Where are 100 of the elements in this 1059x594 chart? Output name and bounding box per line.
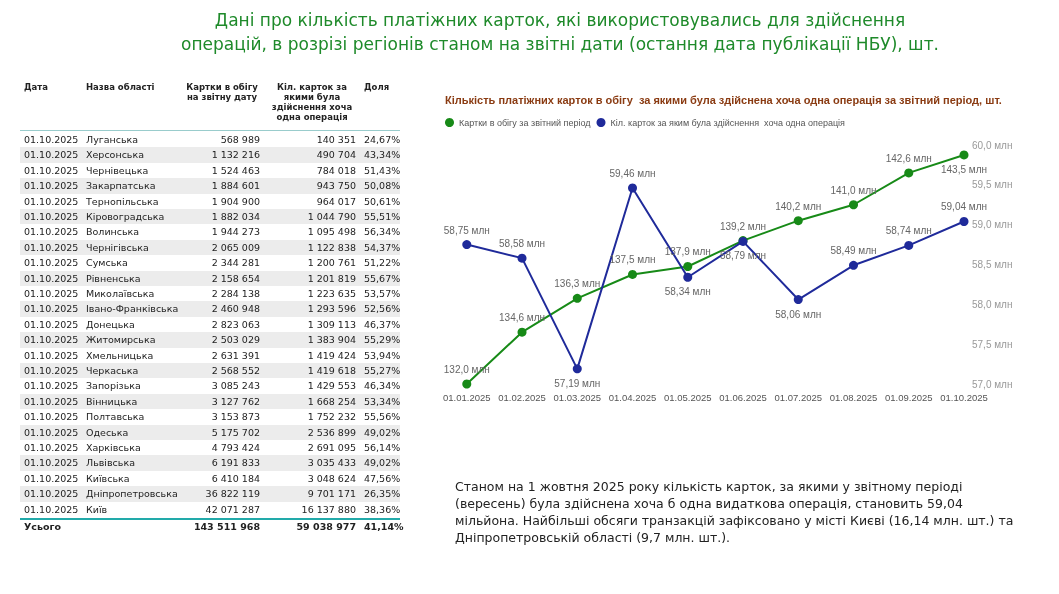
data-label: 2 536 899: [306, 426, 356, 438]
data-label: 49,02%: [364, 426, 401, 438]
category-label: Усього: [24, 521, 62, 532]
data-label: 01.10.2025: [24, 365, 79, 376]
data-label: 1 122 838: [306, 241, 356, 253]
data-label: 1 419 618: [306, 365, 356, 376]
data-label: 53,57%: [364, 288, 401, 299]
data-label: 943 750: [315, 180, 356, 192]
category-label: Рівненська: [86, 272, 142, 284]
data-label: 01.10.2025: [24, 488, 79, 500]
data-label: 1 044 790: [306, 211, 356, 222]
data-label: 01.10.2025: [24, 380, 79, 392]
data-label: 56,14%: [364, 442, 401, 453]
category-label: Сумська: [86, 257, 129, 269]
y2-tick-label: 59,5 млн: [972, 179, 1013, 191]
data-label: 57,19 млн: [554, 377, 601, 389]
data-label: 26,35%: [364, 488, 401, 500]
data-label: 59,46 млн: [609, 168, 656, 180]
data-label: 1 200 761: [306, 257, 356, 269]
chart-title: Кількість платіжних карток в обігу за якими була здійснена хоча одна операція за звітний період, шт.: [445, 93, 1002, 106]
data-label: 2 284 138: [210, 288, 260, 299]
data-label: 36 822 119: [204, 488, 260, 500]
category-label: Чернігівська: [86, 241, 150, 253]
data-label: 01.10.2025: [24, 457, 79, 469]
data-label: 490 704: [315, 149, 356, 161]
data-label: 58,49 млн: [830, 245, 877, 257]
data-label: 01.10.2025: [24, 226, 79, 238]
point: [904, 240, 914, 250]
data-label: 142,6 млн: [885, 152, 932, 164]
text: Кіл. карток за якими була здійснення хоча одна операція: [270, 82, 354, 122]
data-label: 2 460 948: [210, 303, 260, 315]
data-label: 55,29%: [364, 334, 401, 346]
data-label: 9 701 171: [306, 488, 356, 500]
data-label: 54,37%: [364, 241, 401, 253]
y2-tick-label: 60,0 млн: [972, 139, 1013, 151]
data-label: 1 524 463: [210, 164, 260, 176]
data-label: 4 793 424: [210, 442, 260, 453]
data-label: 1 944 273: [210, 226, 260, 238]
data-label: 01.10.2025: [24, 288, 79, 299]
data-label: 1 383 904: [306, 334, 356, 346]
data-label: 52,56%: [364, 303, 401, 315]
data-label: 01.10.2025: [24, 149, 79, 161]
category-label: Херсонська: [86, 149, 145, 161]
x-tick-label: 01.10.2025: [940, 391, 988, 403]
data-label: 6 191 833: [210, 457, 260, 469]
data-label: 01.10.2025: [24, 272, 79, 284]
data-label: 01.10.2025: [24, 180, 79, 192]
x-tick-label: 01.05.2025: [663, 391, 712, 403]
data-label: 50,61%: [364, 195, 401, 207]
text: Назва області: [86, 82, 156, 92]
category-label: Житомирська: [86, 334, 157, 346]
data-label: 6 410 184: [210, 472, 260, 484]
data-label: 55,56%: [364, 411, 401, 423]
data-label: 2 158 654: [210, 272, 260, 284]
data-label: 51,43%: [364, 164, 401, 176]
point: [517, 253, 527, 263]
data-label: 47,56%: [364, 472, 401, 484]
data-label: 1 201 819: [306, 272, 356, 284]
data-label: 140 351: [315, 134, 356, 145]
data-label: 51,22%: [364, 257, 401, 269]
category-label: Миколаївська: [86, 288, 156, 299]
text: Картки в обігу на звітну дату: [185, 82, 259, 102]
category-label: Львівська: [86, 457, 136, 469]
data-label: 41,14%: [364, 521, 404, 532]
data-label: 55,27%: [364, 365, 401, 376]
data-label: 01.10.2025: [24, 349, 79, 361]
data-label: 24,67%: [364, 134, 401, 145]
x-tick-label: 01.02.2025: [498, 391, 546, 403]
data-label: 01.10.2025: [24, 334, 79, 346]
y2-tick-label: 59,0 млн: [972, 219, 1013, 231]
x-tick-label: 01.03.2025: [553, 391, 602, 403]
data-label: 3 035 433: [306, 457, 356, 469]
data-label: 53,94%: [364, 349, 401, 361]
data-label: 784 018: [315, 164, 356, 176]
data-label: 53,34%: [364, 395, 401, 407]
data-label: 143 511 968: [192, 521, 260, 532]
category-label: Закарпатська: [86, 180, 157, 192]
data-label: 964 017: [315, 195, 356, 207]
point: [517, 327, 527, 337]
data-label: 58,34 млн: [664, 286, 711, 298]
category-label: Київ: [86, 503, 109, 515]
point: [793, 295, 803, 305]
data-label: 141,0 млн: [830, 184, 877, 196]
data-label: 01.10.2025: [24, 442, 79, 453]
category-label: Вінницька: [86, 395, 139, 407]
data-label: 568 989: [219, 134, 260, 145]
data-label: 58,06 млн: [775, 308, 822, 320]
x-tick-label: 01.04.2025: [608, 391, 657, 403]
category-label: Тернопільська: [86, 195, 160, 207]
data-label: 5 175 702: [210, 426, 260, 438]
data-label: 58,58 млн: [499, 238, 546, 250]
data-label: 1 309 113: [306, 318, 356, 330]
category-label: Донецька: [86, 318, 136, 330]
data-label: 43,34%: [364, 149, 401, 161]
x-tick-label: 01.01.2025: [443, 391, 491, 403]
data-label: 01.10.2025: [24, 503, 79, 515]
y2-tick-label: 57,5 млн: [972, 338, 1013, 350]
data-label: 3 085 243: [210, 380, 260, 392]
data-label: 136,3 млн: [554, 278, 601, 290]
data-label: 1 293 596: [306, 303, 356, 315]
